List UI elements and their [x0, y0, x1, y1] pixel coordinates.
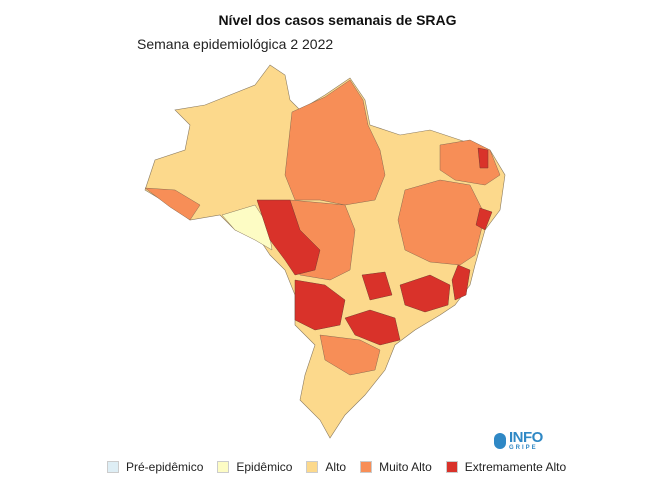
location-pin-icon [494, 432, 506, 449]
map-title: Nível dos casos semanais de SRAG [218, 12, 457, 28]
region-extremamente-alto-ms [294, 279, 346, 331]
legend-item-epidemico: Epidêmico [217, 460, 292, 474]
legend-swatch [306, 461, 319, 473]
logo-sub: GRIPE [509, 445, 538, 451]
legend-swatch [445, 461, 458, 473]
legend-label: Muito Alto [379, 460, 432, 474]
region-extremamente-alto-pernambuco [477, 147, 489, 169]
region-muito-alto-west [144, 187, 201, 221]
map-subtitle: Semana epidemiológica 2 2022 [137, 36, 334, 52]
legend-swatch [360, 461, 373, 473]
legend-swatch [107, 461, 119, 473]
legend-swatch [217, 461, 230, 473]
region-muito-alto-para [284, 79, 386, 206]
infogripe-logo: INFO GRIPE [494, 430, 543, 451]
legend-item-pre-epidemico: Pré-epidêmico [107, 460, 203, 474]
legend-item-extremamente-alto: Extremamente Alto [445, 460, 567, 474]
legend-label: Extremamente Alto [464, 460, 567, 474]
region-muito-alto-bahia [397, 179, 486, 266]
legend-label: Epidêmico [236, 460, 293, 474]
legend-label: Alto [325, 460, 347, 474]
region-extremamente-alto-minas [399, 274, 451, 313]
region-muito-alto-south [319, 334, 381, 376]
region-extremamente-alto-sp-pr [344, 309, 401, 346]
legend-label: Pré-epidêmico [126, 460, 204, 474]
region-extremamente-alto-es [451, 264, 471, 301]
region-epidemico-acre [221, 204, 273, 251]
region-extremamente-alto-rondonia [256, 199, 321, 276]
logo-main: INFO [509, 429, 543, 446]
region-extremamente-alto-goias [361, 271, 393, 301]
legend-item-muito-alto: Muito Alto [360, 460, 432, 474]
legend-item-alto: Alto [306, 460, 346, 474]
region-extremamente-alto-alagoas [475, 207, 493, 231]
legend: Pré-epidêmico Epidêmico Alto Muito Alto … [107, 460, 580, 474]
